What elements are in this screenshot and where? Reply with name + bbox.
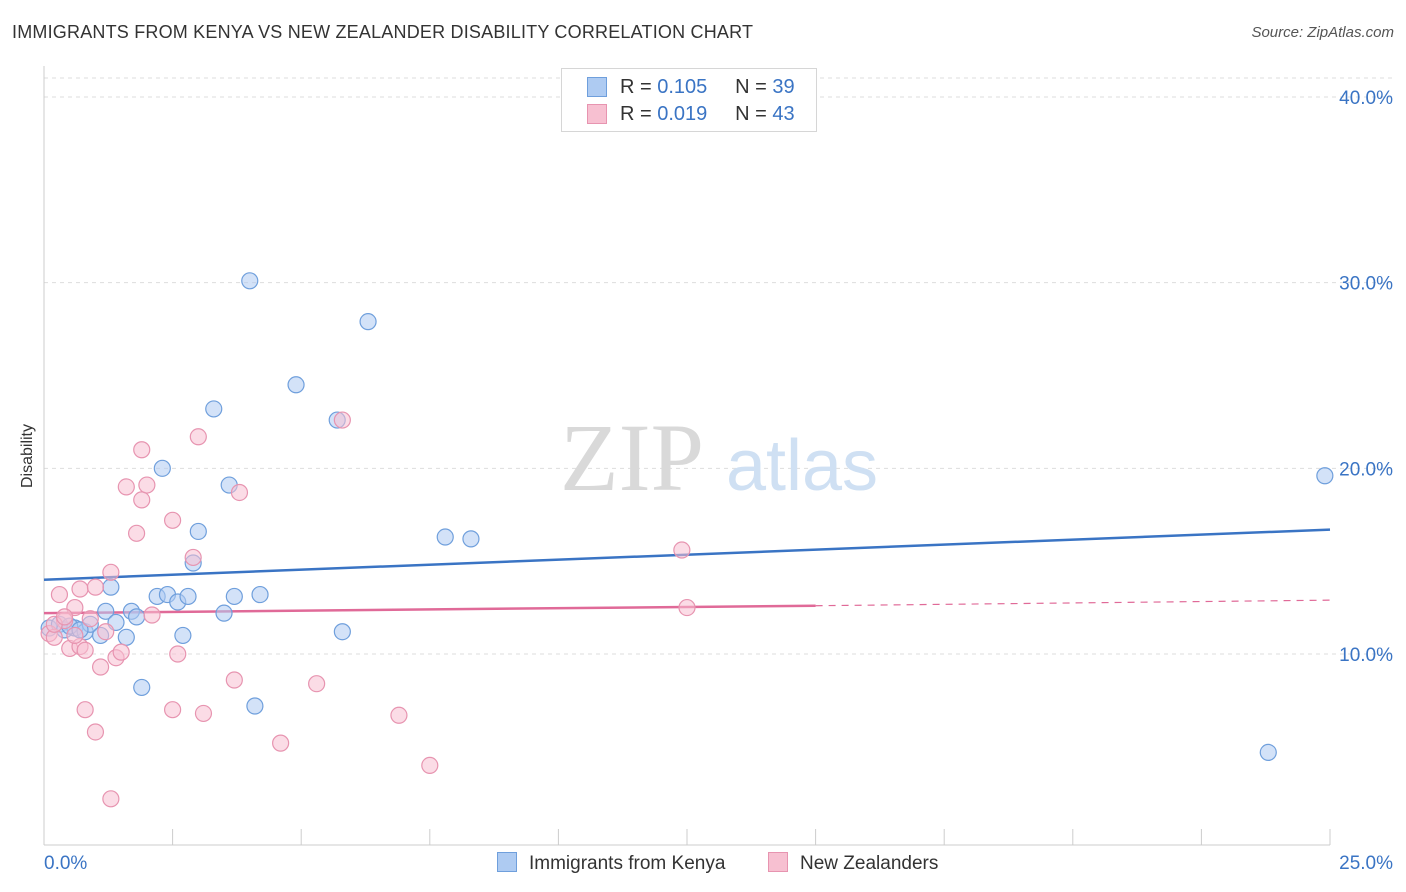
- point-kenya: [215, 604, 233, 622]
- y-tick-label: 40.0%: [1339, 88, 1393, 109]
- legend-swatch-kenya: [587, 77, 607, 97]
- point-nz: [184, 548, 202, 567]
- point-nz: [138, 476, 156, 494]
- point-kenya: [1259, 743, 1277, 762]
- legend-r-label: R =: [620, 103, 652, 125]
- point-kenya: [179, 587, 197, 606]
- y-tick-label: 10.0%: [1339, 645, 1393, 666]
- point-kenya: [174, 626, 192, 645]
- point-kenya: [127, 608, 146, 626]
- point-nz: [102, 790, 120, 808]
- point-nz: [133, 441, 151, 459]
- bottom-legend-kenya: Immigrants from Kenya: [497, 852, 725, 875]
- trend-line-nz-extension: [815, 599, 1331, 607]
- point-nz: [102, 563, 120, 581]
- legend: R = 0.105 N = 39 R = 0.019 N = 43: [561, 68, 817, 132]
- bottom-legend-swatch-nz: [768, 852, 788, 872]
- legend-swatch-nz: [587, 104, 607, 124]
- point-nz: [194, 704, 213, 723]
- tick-labels: 10.0% 20.0% 30.0% 40.0% 0.0% 25.0%: [44, 88, 1393, 874]
- watermark: ZIP atlas: [560, 404, 878, 511]
- source-label: Source: ZipAtlas.com: [1251, 24, 1394, 41]
- point-nz: [76, 701, 94, 719]
- legend-r-value-kenya: 0.105: [657, 76, 708, 98]
- point-nz: [97, 623, 115, 641]
- point-kenya: [246, 697, 264, 715]
- bottom-legend-label-nz: New Zealanders: [800, 853, 939, 874]
- point-kenya: [287, 376, 305, 394]
- point-nz: [678, 598, 696, 617]
- bottom-legend-label-kenya: Immigrants from Kenya: [529, 853, 726, 874]
- point-nz: [189, 428, 207, 446]
- legend-r-label: R =: [620, 76, 652, 98]
- data-points: [40, 272, 1334, 808]
- x-tick-label: 0.0%: [44, 853, 87, 874]
- point-kenya: [97, 602, 115, 620]
- legend-n-value-kenya: 39: [772, 76, 795, 98]
- point-kenya: [462, 530, 480, 548]
- point-nz: [50, 585, 69, 604]
- legend-n-label: N =: [735, 103, 767, 125]
- point-nz: [230, 483, 249, 502]
- y-tick-label: 20.0%: [1339, 459, 1393, 480]
- point-nz: [127, 524, 146, 542]
- point-kenya: [153, 459, 171, 477]
- point-nz: [81, 610, 99, 628]
- gridlines: [44, 77, 1392, 655]
- point-nz: [164, 701, 182, 719]
- point-nz: [169, 645, 187, 663]
- point-nz: [117, 478, 135, 496]
- point-nz: [76, 641, 94, 659]
- watermark-zip: ZIP: [560, 404, 704, 511]
- point-kenya: [133, 678, 151, 697]
- x-tick-label: 25.0%: [1339, 853, 1393, 874]
- legend-n-label: N =: [735, 76, 767, 98]
- point-kenya: [333, 623, 351, 641]
- point-nz: [421, 756, 439, 775]
- point-nz: [673, 541, 691, 559]
- bottom-legend-swatch-kenya: [497, 852, 517, 872]
- axes: [43, 66, 1331, 846]
- point-nz: [133, 491, 151, 509]
- point-kenya: [225, 587, 243, 606]
- legend-n-value-nz: 43: [772, 103, 795, 125]
- chart-title: IMMIGRANTS FROM KENYA VS NEW ZEALANDER D…: [12, 22, 754, 42]
- point-nz: [86, 578, 105, 596]
- bottom-legend-nz: New Zealanders: [768, 852, 938, 875]
- point-kenya: [241, 272, 259, 290]
- legend-r-value-nz: 0.019: [657, 103, 708, 125]
- point-nz: [55, 608, 74, 626]
- point-kenya: [1316, 467, 1334, 485]
- point-nz: [225, 671, 243, 689]
- watermark-atlas: atlas: [726, 426, 878, 506]
- point-kenya: [359, 313, 377, 331]
- point-nz: [164, 511, 182, 529]
- point-nz: [66, 626, 84, 645]
- point-nz: [333, 411, 351, 429]
- point-kenya: [189, 522, 207, 541]
- point-kenya: [117, 628, 135, 646]
- point-nz: [112, 643, 130, 661]
- point-nz: [143, 606, 161, 624]
- point-kenya: [102, 578, 120, 596]
- point-nz: [308, 675, 326, 693]
- point-kenya: [251, 585, 269, 604]
- point-nz: [86, 723, 105, 741]
- point-nz: [272, 734, 290, 752]
- point-kenya: [205, 400, 223, 418]
- point-nz: [91, 658, 110, 676]
- point-nz: [71, 580, 89, 598]
- point-nz: [390, 706, 408, 724]
- point-kenya: [436, 528, 454, 546]
- y-tick-label: 30.0%: [1339, 274, 1393, 295]
